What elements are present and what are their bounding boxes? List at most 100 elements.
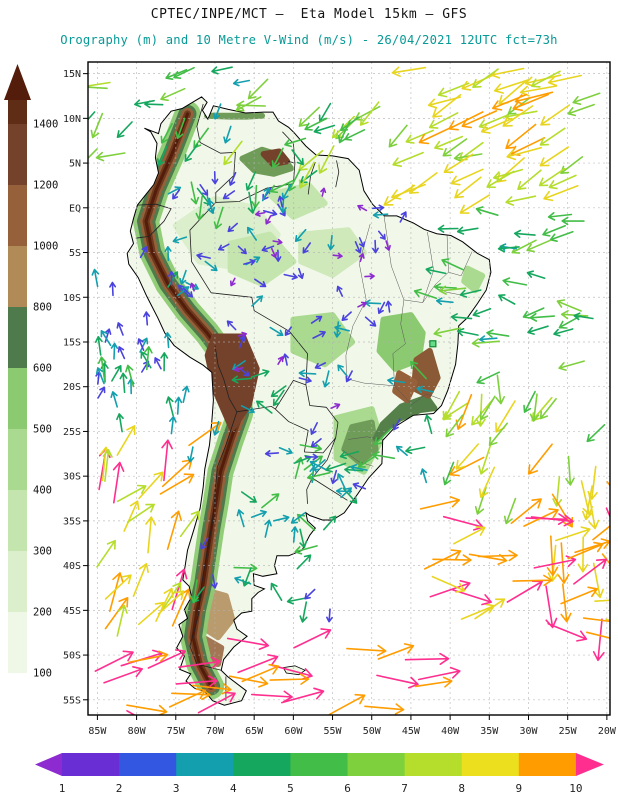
wind-arrow xyxy=(445,414,464,438)
wind-arrow xyxy=(478,335,498,344)
orography-scale-label: 1200 xyxy=(33,180,58,192)
wind-arrow xyxy=(388,124,408,148)
wind-arrow xyxy=(88,111,96,121)
wind-arrow xyxy=(190,579,199,604)
wind-arrow xyxy=(211,66,233,75)
state-border xyxy=(345,325,354,379)
wind-scale-label: 1 xyxy=(59,782,66,795)
wind-arrow xyxy=(359,101,380,126)
wind-arrow xyxy=(264,450,280,457)
wind-arrow xyxy=(459,289,482,298)
wind-arrow xyxy=(200,537,209,550)
wind-arrow xyxy=(169,415,177,435)
wind-arrow xyxy=(290,512,306,524)
wind-colorbar-segment xyxy=(518,753,577,776)
wind-arrow xyxy=(161,582,182,611)
wind-arrow xyxy=(233,563,258,573)
wind-arrow xyxy=(474,486,487,515)
wind-arrow xyxy=(164,332,172,349)
wind-arrow xyxy=(116,604,128,637)
wind-arrow xyxy=(296,554,312,570)
orography-colorbar-segment xyxy=(8,429,27,490)
state-border xyxy=(448,251,473,277)
wind-arrow xyxy=(513,229,536,238)
wind-arrow xyxy=(332,252,343,259)
wind-arrow xyxy=(193,127,209,149)
lat-tick-label: 30S xyxy=(63,472,81,483)
wind-arrow xyxy=(304,117,328,131)
wind-arrow xyxy=(175,117,186,140)
wind-arrow xyxy=(543,185,579,202)
wind-arrow xyxy=(531,396,553,422)
wind-arrow xyxy=(304,453,319,461)
wind-arrow xyxy=(291,526,299,543)
wind-arrow xyxy=(495,400,516,433)
wind-arrow xyxy=(330,403,341,409)
wind-arrow xyxy=(605,507,610,519)
wind-arrow xyxy=(250,509,267,518)
wind-arrow xyxy=(116,413,124,433)
orography-scale-label: 1400 xyxy=(33,119,58,131)
wind-arrow xyxy=(357,301,367,308)
wind-arrow xyxy=(298,376,312,384)
wind-arrow xyxy=(364,703,405,715)
orography-patch xyxy=(341,419,379,466)
wind-arrow xyxy=(434,135,463,151)
wind-arrow xyxy=(88,148,98,160)
wind-arrow xyxy=(284,326,292,336)
wind-arrow xyxy=(171,568,188,611)
wind-arrow xyxy=(526,239,552,253)
wind-arrow xyxy=(555,526,591,542)
wind-arrow xyxy=(523,390,536,413)
wind-arrow xyxy=(282,353,289,366)
lat-tick-label: 10N xyxy=(63,114,81,125)
wind-arrow xyxy=(538,167,566,187)
wind-arrow xyxy=(126,710,136,715)
wind-arrow xyxy=(160,87,186,102)
wind-arrow xyxy=(340,116,360,131)
wind-arrow xyxy=(210,574,218,589)
state-border xyxy=(346,378,395,387)
lat-tick-label: 10S xyxy=(63,293,81,304)
orography-patch xyxy=(260,148,291,167)
wind-arrow xyxy=(125,364,135,388)
wind-arrow xyxy=(116,425,136,456)
wind-colorbar-segment xyxy=(404,753,463,776)
wind-arrow xyxy=(436,297,454,305)
wind-arrow xyxy=(418,125,455,145)
orography-patch xyxy=(227,231,297,287)
wind-arrow xyxy=(577,536,589,573)
wind-arrow xyxy=(154,357,162,370)
wind-arrow xyxy=(522,307,545,319)
wind-arrow xyxy=(405,446,426,455)
wind-arrow xyxy=(327,234,335,251)
wind-arrow xyxy=(556,299,582,312)
wind-arrow xyxy=(505,123,537,150)
wind-arrow xyxy=(442,515,484,531)
lat-tick-label: EQ xyxy=(69,203,81,214)
wind-arrow xyxy=(178,656,221,669)
wind-arrow xyxy=(172,236,188,244)
lat-tick-label: 40S xyxy=(63,561,81,572)
wind-arrow xyxy=(277,356,284,365)
wind-arrow xyxy=(182,385,190,403)
wind-arrow xyxy=(547,622,588,642)
wind-arrow xyxy=(441,258,464,271)
wind-colorbar-segment xyxy=(62,753,120,776)
wind-arrow xyxy=(459,194,491,214)
wind-arrow xyxy=(100,330,112,347)
wind-arrow xyxy=(364,316,377,327)
lon-tick-label: 45W xyxy=(402,726,421,737)
wind-arrow xyxy=(206,199,215,214)
wind-arrow xyxy=(344,129,366,141)
wind-colorbar-segment xyxy=(290,753,348,776)
wind-arrow xyxy=(475,393,486,427)
wind-arrow xyxy=(294,545,318,555)
wind-arrow xyxy=(237,654,279,674)
lon-tick-label: 65W xyxy=(245,726,264,737)
wind-arrow xyxy=(240,405,255,414)
wind-arrow xyxy=(480,117,513,134)
wind-arrow xyxy=(474,598,506,620)
wind-arrow xyxy=(442,461,455,486)
wind-scale-label: 10 xyxy=(569,782,582,795)
